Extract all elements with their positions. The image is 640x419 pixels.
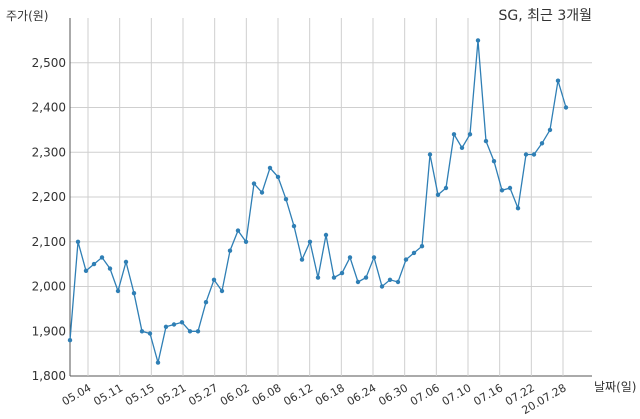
data-point xyxy=(467,132,473,137)
data-point xyxy=(299,257,305,262)
data-point xyxy=(171,322,177,327)
chart-title: SG, 최근 3개월 xyxy=(498,8,592,24)
data-point xyxy=(131,291,137,296)
data-point xyxy=(403,257,409,262)
grid xyxy=(70,18,592,377)
data-point xyxy=(419,244,425,249)
data-point xyxy=(355,279,361,285)
data-point xyxy=(275,174,281,180)
data-point xyxy=(123,259,129,265)
x-tick-label: 07.16 xyxy=(471,381,505,408)
data-point xyxy=(363,275,369,280)
x-tick-label: 05.11 xyxy=(91,381,125,408)
series-price xyxy=(67,38,569,365)
x-tick-label: 05.15 xyxy=(123,381,157,408)
x-tick-label: 06.02 xyxy=(218,381,252,408)
y-tick-label: 2,500 xyxy=(32,56,66,70)
data-point xyxy=(155,360,161,365)
y-tick-label: 2,000 xyxy=(32,280,66,294)
data-point xyxy=(67,338,73,343)
data-point xyxy=(347,255,353,260)
data-point xyxy=(531,152,537,157)
data-point xyxy=(515,206,521,211)
data-point xyxy=(411,250,417,256)
data-point xyxy=(539,141,545,146)
data-point xyxy=(147,331,153,336)
y-tick-label: 1,800 xyxy=(32,369,66,383)
data-point xyxy=(459,145,465,150)
data-point xyxy=(75,239,81,244)
data-point xyxy=(523,152,529,157)
data-point xyxy=(563,105,569,110)
data-point xyxy=(251,181,257,186)
data-point xyxy=(283,197,289,202)
data-point xyxy=(259,190,265,195)
series-line xyxy=(69,40,567,363)
x-tick-label: 05.04 xyxy=(60,381,94,408)
data-point xyxy=(475,38,481,43)
data-point xyxy=(443,185,449,191)
data-point xyxy=(315,275,321,280)
y-tick-label: 2,200 xyxy=(32,190,66,204)
x-tick-label: 05.21 xyxy=(155,381,189,408)
y-tick-label: 2,100 xyxy=(32,235,66,249)
data-point xyxy=(235,228,241,233)
data-point xyxy=(179,320,185,325)
data-point xyxy=(387,277,393,282)
x-tick-label: 06.12 xyxy=(281,381,315,408)
x-tick-label: 06.30 xyxy=(376,381,410,408)
data-point xyxy=(491,159,497,164)
data-point xyxy=(371,255,377,260)
data-point xyxy=(227,248,233,253)
x-tick-label: 06.08 xyxy=(250,381,284,408)
data-point xyxy=(395,279,401,285)
data-point xyxy=(195,329,201,334)
data-point xyxy=(483,138,489,144)
data-point xyxy=(451,132,457,137)
data-point xyxy=(163,324,169,329)
data-point xyxy=(243,239,249,244)
y-tick-labels: 1,800 1,900 2,000 2,100 2,200 2,300 2,400 2,500 xyxy=(32,56,66,383)
data-point xyxy=(427,152,433,157)
x-tick-label: 06.24 xyxy=(345,381,379,408)
data-point xyxy=(267,165,273,171)
x-tick-label: 07.10 xyxy=(440,381,474,408)
data-point xyxy=(83,268,89,273)
data-point xyxy=(323,232,329,238)
data-point xyxy=(499,188,505,193)
data-point xyxy=(507,185,513,191)
data-point xyxy=(203,300,209,305)
y-tick-label: 2,300 xyxy=(32,145,66,159)
data-point xyxy=(291,223,297,229)
data-point xyxy=(339,270,345,276)
y-tick-label: 1,900 xyxy=(32,324,66,338)
y-axis-label: 주가(원) xyxy=(6,9,48,23)
data-point xyxy=(139,329,145,334)
data-point xyxy=(115,288,121,294)
x-tick-label: 06.18 xyxy=(313,381,347,408)
data-point xyxy=(555,78,561,83)
data-point xyxy=(107,266,113,271)
x-tick-labels: 05.0405.1105.1505.2105.2706.0206.0806.12… xyxy=(60,381,569,417)
data-point xyxy=(187,329,193,334)
y-tick-label: 2,400 xyxy=(32,101,66,115)
data-point xyxy=(435,192,441,197)
x-tick-label: 07.06 xyxy=(408,381,442,408)
data-point xyxy=(99,255,105,260)
data-point xyxy=(379,284,385,289)
x-axis-label: 날짜(일) xyxy=(594,380,636,394)
x-tick-label: 05.27 xyxy=(186,381,220,408)
data-point xyxy=(91,261,97,267)
data-point xyxy=(331,275,337,280)
data-point xyxy=(211,277,217,282)
data-point xyxy=(307,239,313,244)
data-point xyxy=(547,127,553,133)
data-point xyxy=(219,288,225,294)
